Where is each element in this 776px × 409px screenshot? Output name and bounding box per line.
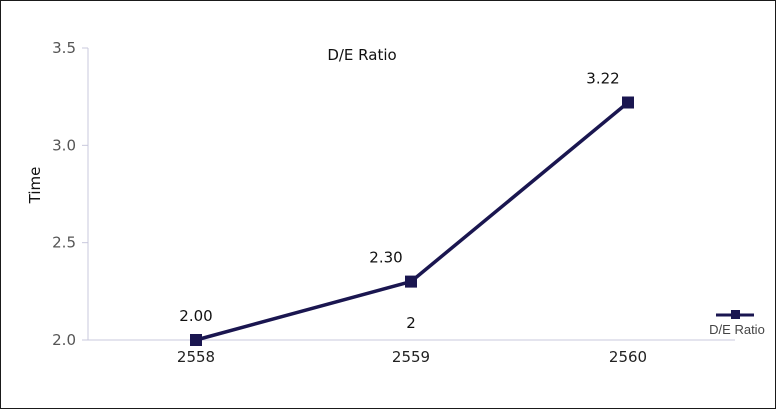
y-tick-label: 2.0 (52, 331, 76, 349)
data-point (190, 334, 202, 346)
legend-label: D/E Ratio (709, 322, 765, 337)
x-tick-group: 2558 2559 2560 (177, 348, 647, 366)
chart-title: D/E Ratio (327, 46, 396, 64)
y-tick-label: 2.5 (52, 234, 76, 252)
annotation-label: 2 (406, 314, 416, 332)
x-tick-label: 2560 (609, 348, 647, 366)
y-tick-group: 2.0 2.5 3.0 3.5 (52, 39, 88, 349)
legend-marker (731, 310, 740, 319)
data-point (405, 275, 417, 288)
series-group: 2.00 2.30 3.22 (179, 70, 634, 346)
y-axis-title: Time (26, 167, 44, 205)
y-tick-label: 3.5 (52, 39, 76, 57)
data-label: 3.22 (586, 70, 619, 88)
data-label: 2.30 (369, 249, 402, 267)
x-tick-label: 2559 (392, 348, 430, 366)
series-line (195, 101, 630, 342)
data-label: 2.00 (179, 307, 212, 325)
x-tick-label: 2558 (177, 348, 215, 366)
data-point (622, 96, 634, 109)
y-tick-label: 3.0 (52, 136, 76, 154)
legend: D/E Ratio (709, 310, 765, 337)
